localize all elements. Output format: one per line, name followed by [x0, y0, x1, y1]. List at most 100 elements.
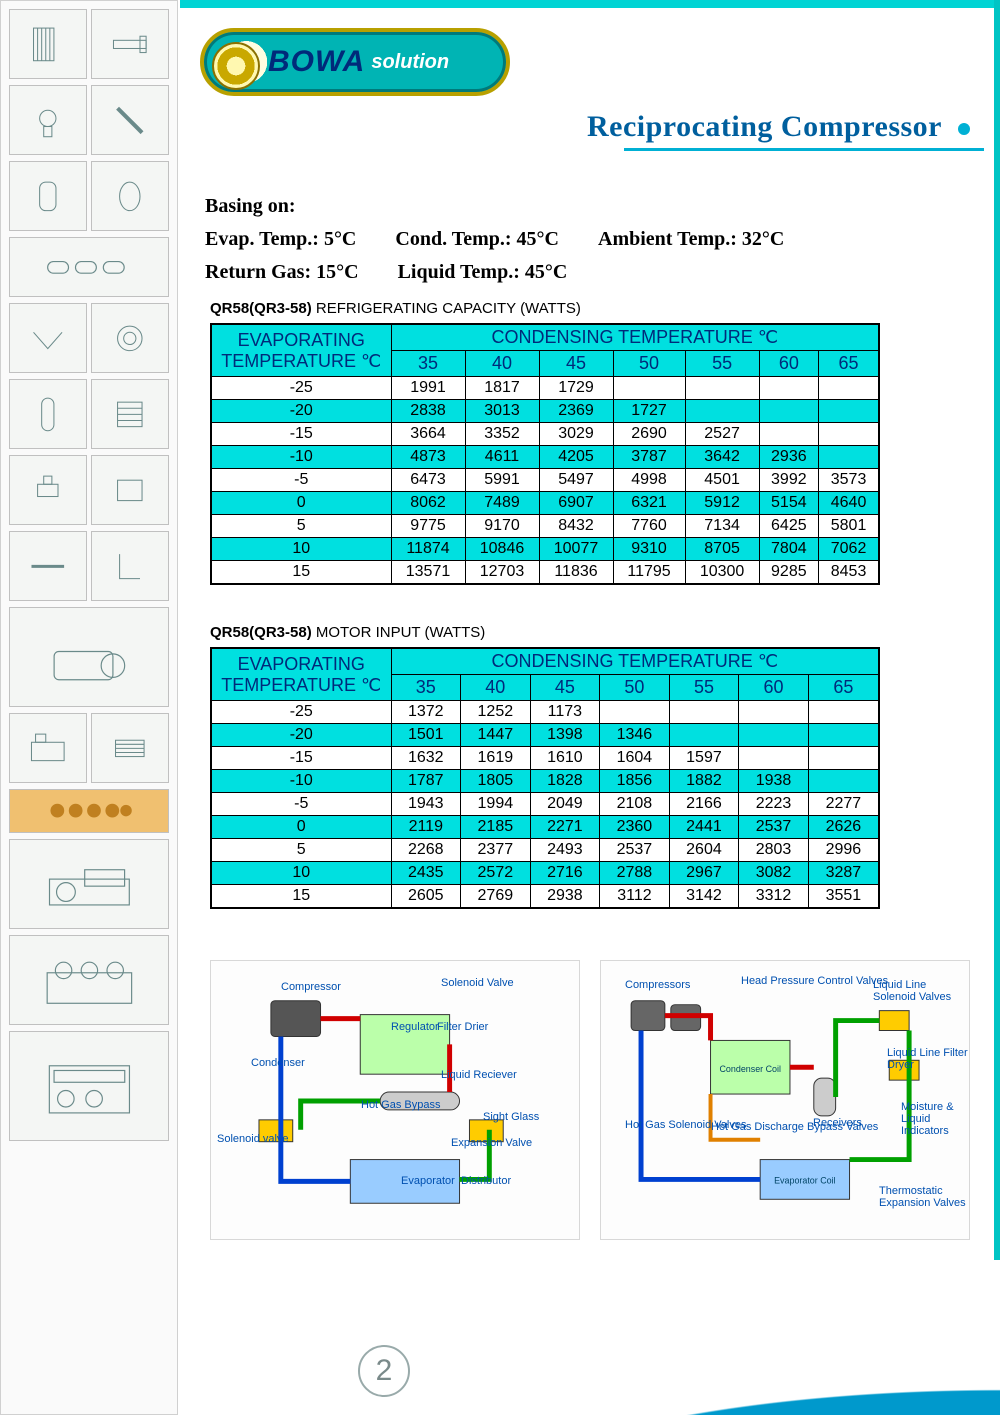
evap-temp-cell: -10 [211, 446, 391, 469]
data-cell: 2271 [530, 816, 600, 839]
thumb-strainer-icon [9, 303, 87, 373]
cond-temp-col: 40 [465, 351, 539, 377]
motor-table-block: QR58(QR3-58) MOTOR INPUT (WATTS) EVAPORA… [210, 624, 880, 909]
evap-temp-cell: -5 [211, 469, 391, 492]
capacity-table: EVAPORATINGTEMPERATURE ℃CONDENSING TEMPE… [210, 323, 880, 585]
data-cell: 10077 [539, 538, 613, 561]
data-cell: 1727 [613, 400, 685, 423]
cond-temp-col: 65 [808, 675, 879, 701]
data-cell: 2527 [685, 423, 759, 446]
data-cell [739, 747, 809, 770]
data-cell: 7062 [819, 538, 879, 561]
data-cell: 5801 [819, 515, 879, 538]
evap-temp-cell: 10 [211, 862, 391, 885]
data-cell: 1991 [391, 377, 465, 400]
footer-swoosh-front [180, 1265, 1000, 1415]
motor-table: EVAPORATINGTEMPERATURE ℃CONDENSING TEMPE… [210, 647, 880, 909]
cond-temp-col: 55 [669, 675, 739, 701]
thumb-condenser-icon [91, 713, 169, 783]
d1-drier-label: Filter Drier [437, 1021, 488, 1033]
data-cell: 2690 [613, 423, 685, 446]
data-cell: 2996 [808, 839, 879, 862]
data-cell: 2223 [739, 793, 809, 816]
data-cell [808, 701, 879, 724]
data-cell: 8705 [685, 538, 759, 561]
data-cell [808, 724, 879, 747]
data-cell: 4501 [685, 469, 759, 492]
data-cell: 2441 [669, 816, 739, 839]
data-cell: 2716 [530, 862, 600, 885]
data-cell [669, 701, 739, 724]
thumb-control-icon [91, 455, 169, 525]
data-cell [808, 747, 879, 770]
data-cell: 1173 [530, 701, 600, 724]
d1-compressor-label: Compressor [281, 981, 341, 993]
capacity-table-block: QR58(QR3-58) REFRIGERATING CAPACITY (WAT… [210, 300, 880, 585]
data-cell: 1372 [391, 701, 461, 724]
thumb-gauge-icon [91, 303, 169, 373]
d2-recv-label: Receivers [813, 1117, 862, 1129]
data-cell: 1346 [600, 724, 670, 747]
capacity-caption: QR58(QR3-58) REFRIGERATING CAPACITY (WAT… [210, 300, 880, 317]
cond-temp-col: 40 [461, 675, 531, 701]
title-underline [624, 148, 984, 151]
data-cell: 1398 [530, 724, 600, 747]
cond-header: CONDENSING TEMPERATURE ℃ [391, 648, 879, 675]
data-cell: 5497 [539, 469, 613, 492]
data-cell: 2838 [391, 400, 465, 423]
data-cell: 2938 [530, 885, 600, 909]
data-cell: 10846 [465, 538, 539, 561]
page-title: Reciprocating Compressor [587, 110, 970, 144]
evap-header: EVAPORATINGTEMPERATURE ℃ [211, 648, 391, 701]
cond-temp-col: 35 [391, 351, 465, 377]
evap-temp-cell: 5 [211, 839, 391, 862]
data-cell [808, 770, 879, 793]
evap-temp-cell: 15 [211, 561, 391, 585]
data-cell: 6473 [391, 469, 465, 492]
top-teal-bar [180, 0, 1000, 8]
data-cell: 3013 [465, 400, 539, 423]
evap-temp-cell: -25 [211, 377, 391, 400]
evap-temp-cell: 15 [211, 885, 391, 909]
refrigeration-circuit-diagram-1: Compressor Solenoid Valve Regulator Filt… [210, 960, 580, 1240]
data-cell: 3287 [808, 862, 879, 885]
data-cell: 1597 [669, 747, 739, 770]
evap-temp-cell: 10 [211, 538, 391, 561]
d2-drier-label: Liquid Line Filter Dryer [887, 1047, 969, 1071]
d1-regulator-label: Regulator [391, 1021, 439, 1033]
d2-compressors-label: Compressors [625, 979, 690, 991]
cond-temp-col: 45 [530, 675, 600, 701]
motor-caption: QR58(QR3-58) MOTOR INPUT (WATTS) [210, 624, 880, 641]
d1-solvalve-label: Solenoid valve [217, 1133, 289, 1145]
brand-logo: BOWA solution [200, 28, 510, 96]
data-cell: 2605 [391, 885, 461, 909]
data-cell: 6425 [759, 515, 819, 538]
data-cell: 5154 [759, 492, 819, 515]
data-cell: 1787 [391, 770, 461, 793]
data-cell: 6321 [613, 492, 685, 515]
data-cell: 2377 [461, 839, 531, 862]
thumb-valve-icon [9, 85, 87, 155]
d1-evap-label: Evaporator [401, 1175, 455, 1187]
data-cell: 3664 [391, 423, 465, 446]
cond-temp-col: 55 [685, 351, 759, 377]
d1-solenoid-label: Solenoid Valve [441, 977, 514, 989]
data-cell: 2435 [391, 862, 461, 885]
data-cell [739, 724, 809, 747]
data-cell: 3642 [685, 446, 759, 469]
evap-temp-cell: -5 [211, 793, 391, 816]
component-sidebar [0, 0, 178, 1415]
cond-temp-col: 45 [539, 351, 613, 377]
evap-temp-cell: 0 [211, 816, 391, 839]
data-cell: 4205 [539, 446, 613, 469]
thumb-separator-icon [9, 379, 87, 449]
data-cell [819, 400, 879, 423]
thumb-unit2-icon [9, 935, 169, 1025]
right-teal-accent [994, 0, 1000, 1260]
data-cell [600, 701, 670, 724]
data-cell [759, 377, 819, 400]
thumb-coil-icon [91, 379, 169, 449]
data-cell [685, 377, 759, 400]
data-cell: 2185 [461, 816, 531, 839]
page-number: 2 [358, 1345, 410, 1397]
